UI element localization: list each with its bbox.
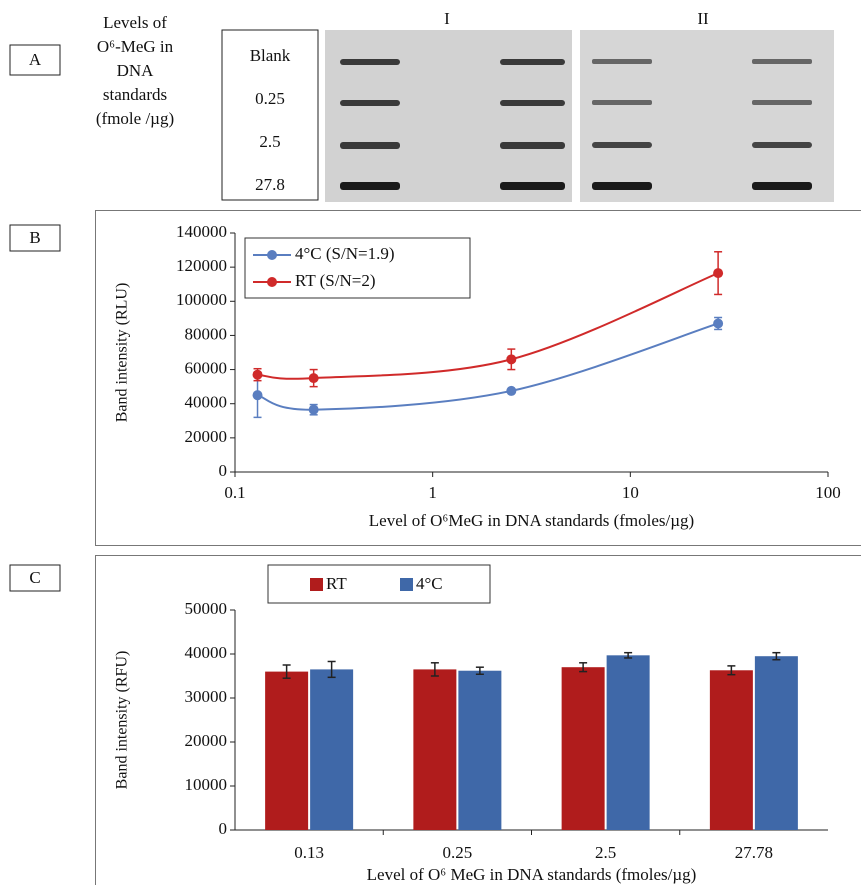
legend-swatch <box>310 578 323 591</box>
level: 0.25 <box>255 89 285 108</box>
y-tick-label: 10000 <box>185 775 228 794</box>
y-tick-label: 120000 <box>176 256 227 275</box>
row-title: (fmole /µg) <box>96 109 174 128</box>
legend-label: 4°C (S/N=1.9) <box>295 244 395 263</box>
bar <box>413 669 456 830</box>
point <box>713 268 723 278</box>
point <box>713 318 723 328</box>
legend-box <box>268 565 490 603</box>
x-axis-label: Level of O⁶ MeG in DNA standards (fmoles… <box>367 865 697 884</box>
x-tick-label: 0.1 <box>224 483 245 502</box>
point <box>309 405 319 415</box>
x-tick-label: 0.13 <box>294 843 324 862</box>
y-tick-label: 80000 <box>185 324 228 343</box>
y-tick-label: 40000 <box>185 393 228 412</box>
y-tick-label: 30000 <box>185 687 228 706</box>
series-line <box>258 323 719 409</box>
panel-label: C <box>29 568 40 587</box>
point <box>506 386 516 396</box>
x-tick-label: 100 <box>815 483 841 502</box>
column-label: I <box>444 9 450 28</box>
blot-image <box>325 30 834 202</box>
bar <box>607 655 650 830</box>
level: 27.8 <box>255 175 285 194</box>
y-tick-label: 140000 <box>176 222 227 241</box>
y-tick-label: 50000 <box>185 599 228 618</box>
x-tick-label: 0.25 <box>443 843 473 862</box>
y-tick-label: 40000 <box>185 643 228 662</box>
legend-marker <box>267 250 277 260</box>
bar <box>458 671 501 830</box>
y-tick-label: 20000 <box>185 731 228 750</box>
column-label: II <box>697 9 709 28</box>
bar <box>310 669 353 830</box>
panel-label: B <box>29 228 40 247</box>
legend-label: RT (S/N=2) <box>295 271 376 290</box>
y-axis-label: Band intensity (RFU) <box>114 651 131 790</box>
bar <box>562 667 605 830</box>
level: Blank <box>250 46 291 65</box>
bar <box>710 670 753 830</box>
x-tick-label: 1 <box>428 483 437 502</box>
bar <box>755 656 798 830</box>
row-title: Levels of <box>103 13 167 32</box>
x-axis-label: Level of O⁶MeG in DNA standards (fmoles/… <box>369 511 694 530</box>
point <box>253 390 263 400</box>
panel-label: A <box>29 50 42 69</box>
y-tick-label: 0 <box>219 461 228 480</box>
y-tick-label: 60000 <box>185 358 228 377</box>
point <box>506 354 516 364</box>
bar <box>265 672 308 830</box>
y-tick-label: 0 <box>219 819 228 838</box>
y-tick-label: 100000 <box>176 290 227 309</box>
legend-label: RT <box>326 574 347 593</box>
y-tick-label: 20000 <box>185 427 228 446</box>
level: 2.5 <box>259 132 280 151</box>
row-title: standards <box>103 85 167 104</box>
x-tick-label: 27.78 <box>735 843 773 862</box>
row-title: DNA <box>117 61 155 80</box>
row-title: O⁶-MeG in <box>97 37 174 56</box>
point <box>253 370 263 380</box>
legend-label: 4°C <box>416 574 443 593</box>
x-tick-label: 2.5 <box>595 843 616 862</box>
figure: A Levels of O⁶-MeG in DNA standards (fmo… <box>0 0 861 885</box>
point <box>309 373 319 383</box>
legend-swatch <box>400 578 413 591</box>
x-tick-label: 10 <box>622 483 639 502</box>
legend-marker <box>267 277 277 287</box>
y-axis-label: Band intensity (RLU) <box>114 283 131 423</box>
